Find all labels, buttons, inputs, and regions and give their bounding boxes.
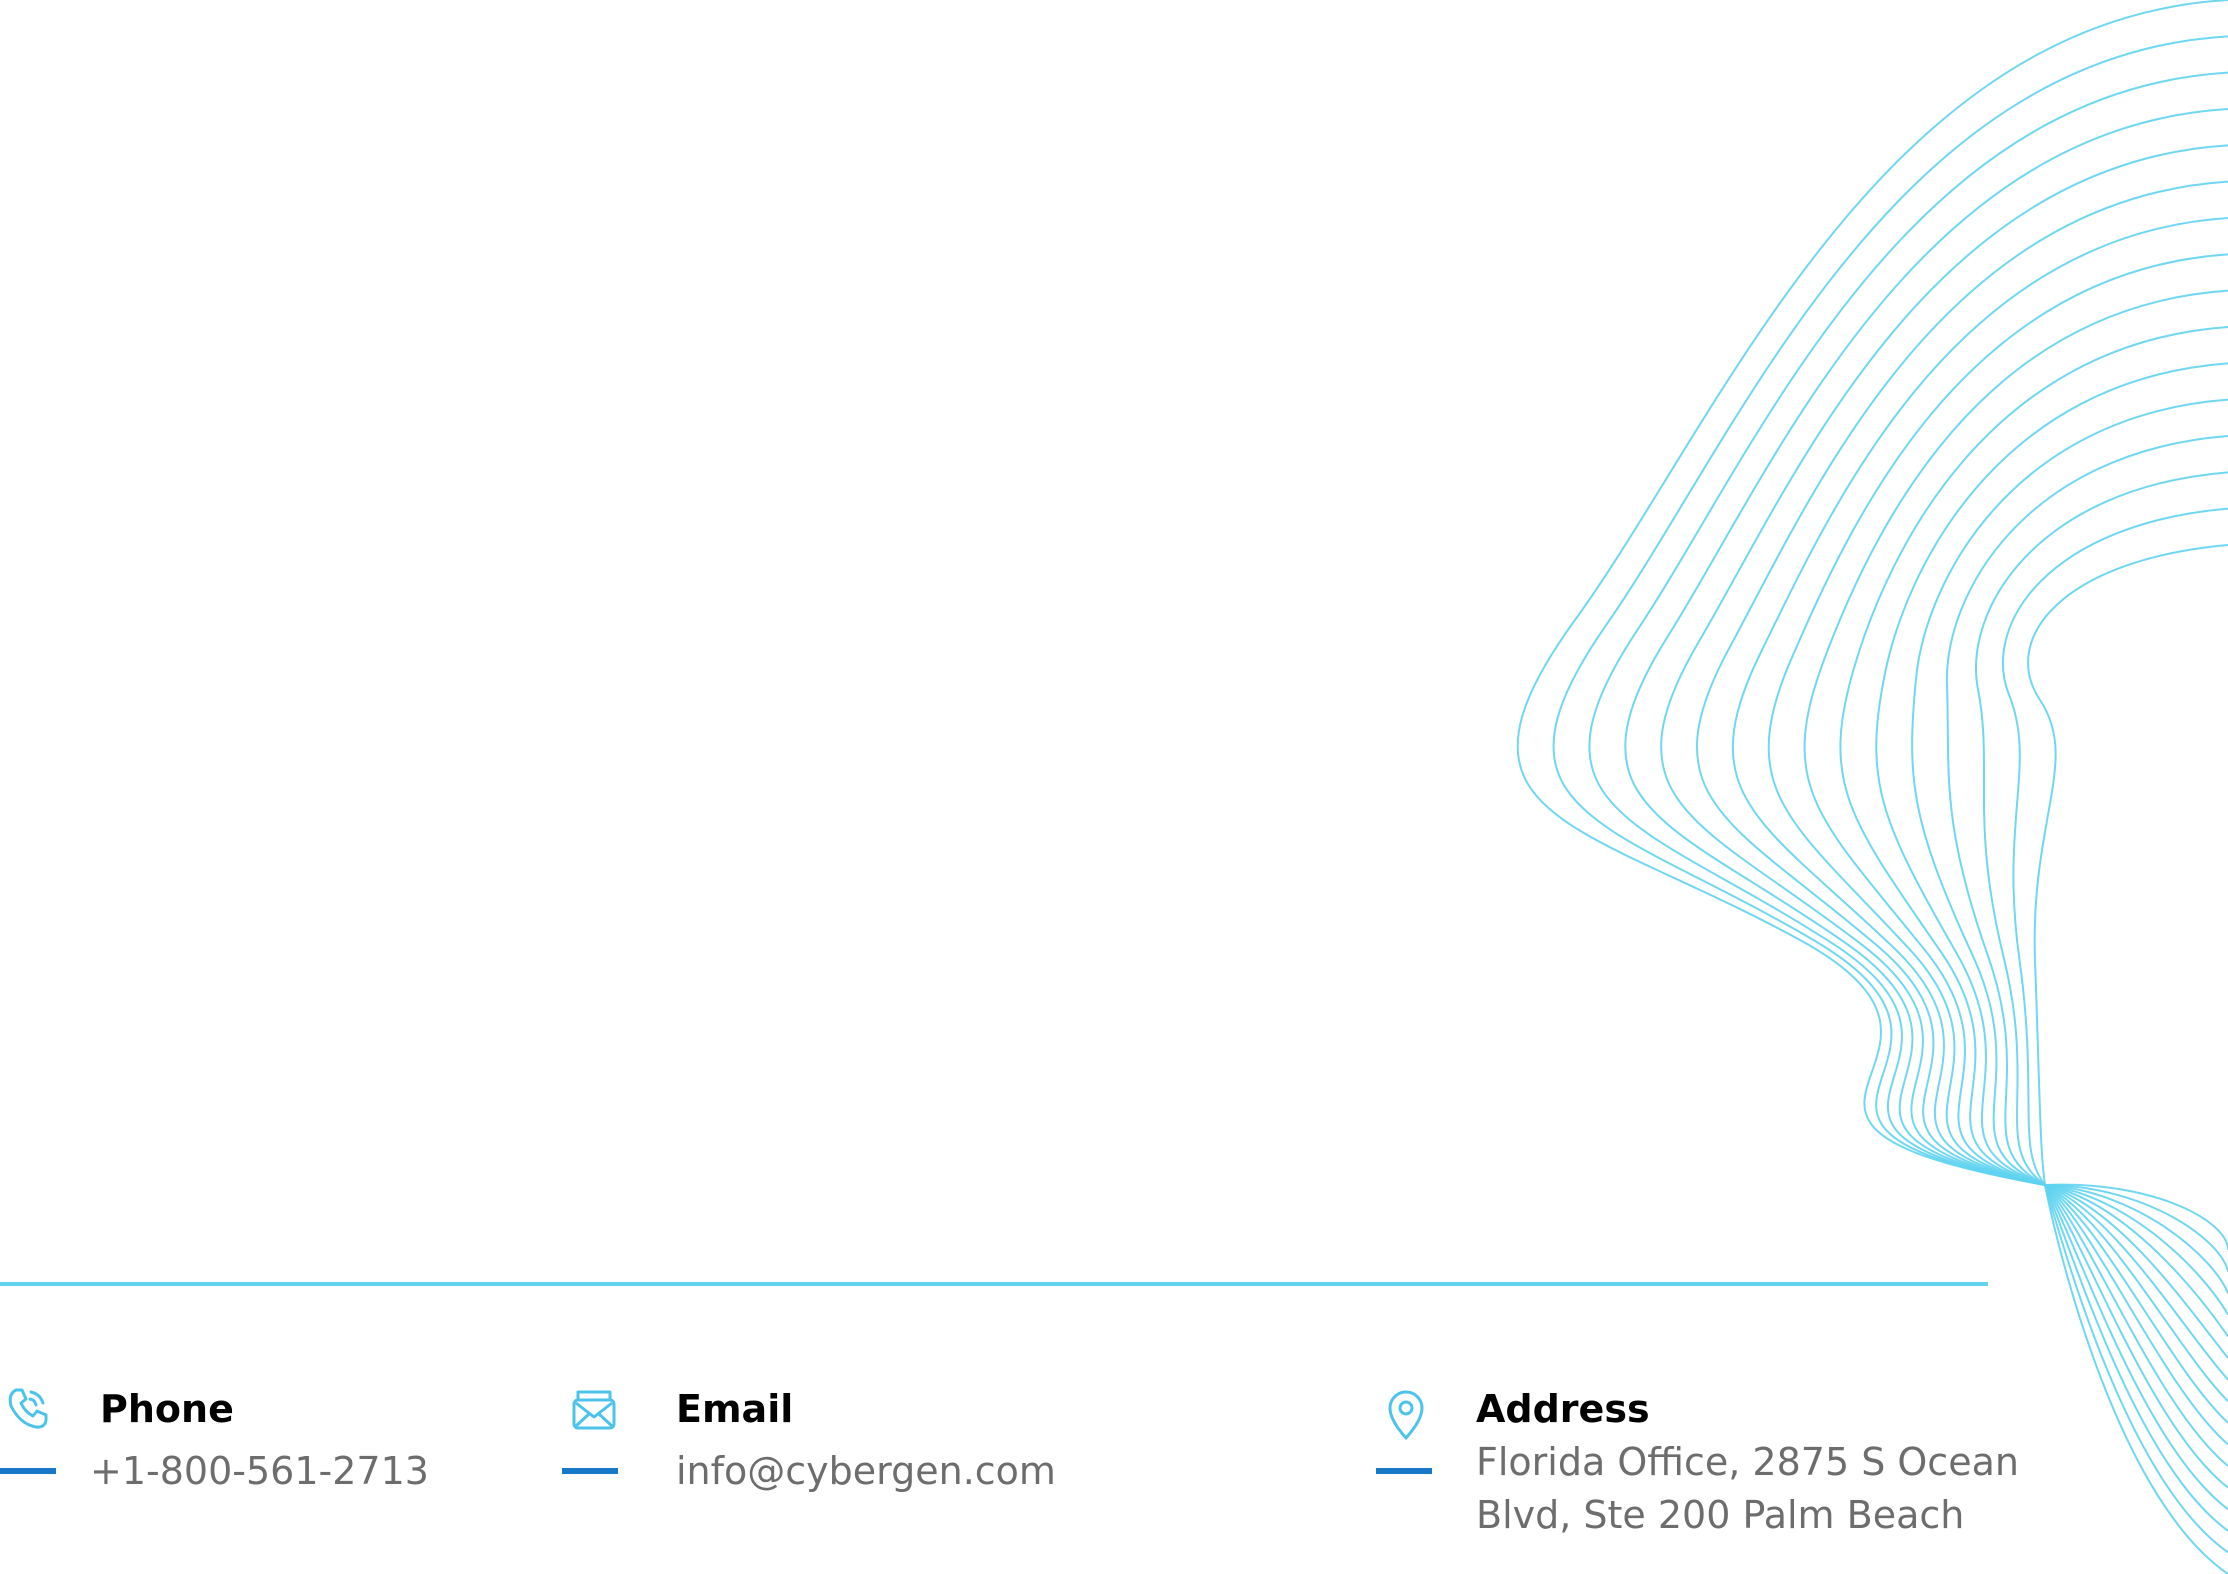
envelope-icon bbox=[572, 1390, 616, 1430]
wave-line bbox=[1839, 326, 2228, 1446]
email-dash bbox=[562, 1468, 618, 1474]
address-label: Address bbox=[1476, 1387, 1650, 1431]
wave-line bbox=[1975, 471, 2228, 1532]
contact-phone: Phone +1-800-561-2713 bbox=[0, 1380, 520, 1500]
contact-address: Address Florida Office, 2875 S Ocean Blv… bbox=[1376, 1380, 2036, 1540]
wave-line bbox=[1624, 108, 2228, 1316]
map-pin-icon bbox=[1388, 1390, 1424, 1440]
wave-line bbox=[1588, 71, 2228, 1294]
wave-line bbox=[1803, 289, 2228, 1424]
wave-line bbox=[1875, 362, 2228, 1467]
phone-label: Phone bbox=[100, 1387, 234, 1431]
wave-line bbox=[2001, 507, 2228, 1554]
phone-icon bbox=[8, 1388, 48, 1429]
address-dash bbox=[1376, 1468, 1432, 1474]
wave-line bbox=[1695, 180, 2228, 1359]
contact-email: Email info@cybergen.com bbox=[560, 1380, 1120, 1500]
wave-line bbox=[1767, 253, 2228, 1402]
wave-line bbox=[1945, 435, 2228, 1510]
phone-dash bbox=[0, 1468, 56, 1474]
wave-line bbox=[1516, 0, 2228, 1251]
footer-divider-line bbox=[0, 1282, 1988, 1286]
email-label: Email bbox=[676, 1387, 794, 1431]
address-value: Florida Office, 2875 S Ocean Blvd, Ste 2… bbox=[1476, 1440, 2019, 1537]
wave-line bbox=[1731, 217, 2228, 1381]
wave-line bbox=[2027, 544, 2228, 1574]
email-value[interactable]: info@cybergen.com bbox=[676, 1449, 1056, 1493]
wave-line bbox=[1911, 398, 2228, 1489]
phone-value[interactable]: +1-800-561-2713 bbox=[90, 1449, 429, 1493]
